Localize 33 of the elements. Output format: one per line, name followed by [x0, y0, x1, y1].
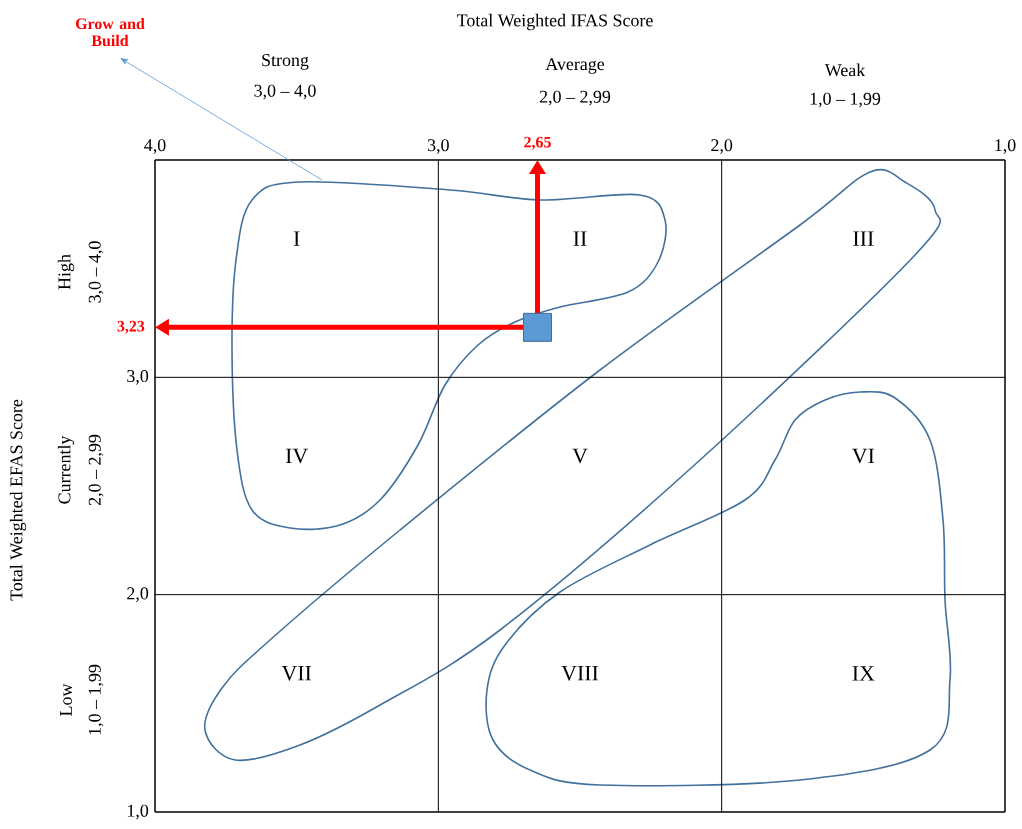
text: 2,65 [524, 136, 551, 150]
text: Strong [262, 54, 309, 70]
x-tick-label: 3,0 [427, 139, 449, 154]
annotation: VII [281, 665, 312, 681]
annotation: VIII [561, 665, 599, 681]
text: Total Weighted IFAS Score [456, 13, 653, 31]
annotation: V [572, 448, 588, 464]
text: 2,0 – 2,99 [539, 90, 611, 106]
text: 2,0 – 2,99 [88, 434, 104, 506]
annotation: IV [285, 448, 308, 464]
text: High [57, 254, 75, 290]
text: 3,0 – 4,0 [88, 241, 104, 303]
text: 1,0 – 1,99 [810, 92, 881, 108]
annotation: VI [852, 448, 875, 464]
text: Average [545, 58, 605, 74]
text: Total Weighted EFAS Score [9, 399, 27, 601]
annotation: II [573, 231, 587, 246]
text: Weak [824, 63, 866, 77]
y-tick-label: 2,0 [127, 587, 149, 603]
annotation: I [293, 231, 300, 246]
x-tick-label: 2,0 [711, 139, 733, 154]
text: Grow and Build [75, 17, 145, 47]
text: Currently [57, 435, 75, 504]
annotation: IX [852, 666, 875, 681]
x-tick-label: 4,0 [144, 139, 166, 154]
x-tick-label: 1,0 [995, 139, 1016, 154]
text: 3,0 – 4,0 [254, 84, 316, 100]
text: Low [60, 683, 72, 716]
text: 3,23 [117, 320, 145, 334]
text: 1,0 – 1,99 [88, 664, 104, 735]
y-tick-label: 3,0 [127, 369, 149, 385]
annotation: III [853, 231, 874, 246]
y-tick-label: 1,0 [127, 804, 149, 820]
